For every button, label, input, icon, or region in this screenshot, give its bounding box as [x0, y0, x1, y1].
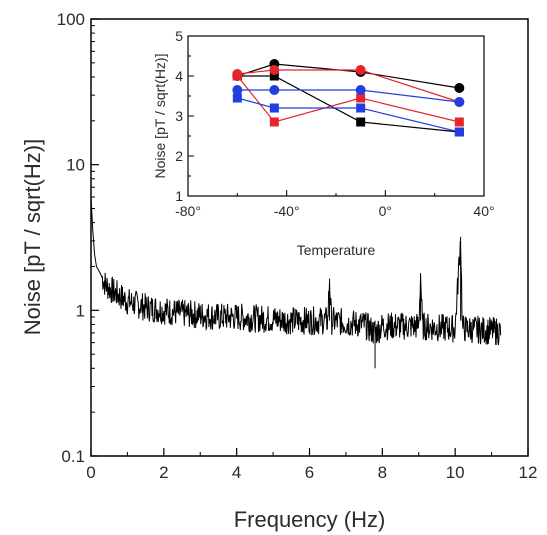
- inset-series-line-4: [237, 89, 460, 103]
- inset-marker-square: [269, 103, 279, 113]
- main-noise-trace: [90, 196, 502, 369]
- inset-x-tick-label: -80°: [175, 203, 201, 219]
- inset-y-tick-label: 2: [175, 148, 183, 164]
- inset-marker-square: [269, 117, 279, 127]
- inset-marker-square: [232, 93, 242, 103]
- inset-series-line-2: [237, 69, 460, 103]
- inset-x-tick-label: 40°: [473, 203, 494, 219]
- inset-series-line-1: [237, 75, 460, 133]
- inset-marker-square: [232, 71, 242, 81]
- inset-marker-circle: [269, 65, 280, 75]
- main-x-tick-label: 6: [305, 463, 314, 482]
- inset-series-line-3: [236, 75, 460, 123]
- inset-marker-square: [454, 127, 464, 137]
- inset-series-line-0: [237, 63, 460, 89]
- inset-y-tick-label: 4: [175, 68, 183, 84]
- inset-y-tick-label: 5: [175, 28, 183, 44]
- inset-marker-square: [356, 93, 366, 103]
- inset-marker-square: [269, 71, 279, 81]
- main-x-tick-label: 10: [446, 463, 465, 482]
- main-y-tick-label: 0.1: [61, 447, 85, 466]
- inset-y-tick-label: 1: [175, 188, 183, 204]
- main-x-tick-label: 2: [159, 463, 168, 482]
- inset-marker-circle: [454, 97, 465, 107]
- inset-y-axis-label: Noise [pT / sqrt(Hz)]: [152, 54, 168, 179]
- inset-background: [171, 33, 486, 205]
- inset-chart: -80° -40° 0° 40° 1 2 3 4 5 Temperature Noise [p…: [152, 28, 495, 258]
- inset-y-tick-label: 3: [175, 108, 183, 124]
- inset-series-line-5: [237, 97, 460, 133]
- inset-x-tick-label: 0°: [379, 203, 392, 219]
- main-x-axis-label: Frequency (Hz): [234, 507, 386, 532]
- main-y-axis-label: Noise [pT / sqrt(Hz)]: [20, 139, 45, 335]
- main-x-tick-label: 0: [86, 463, 95, 482]
- inset-marker-circle: [269, 85, 280, 95]
- inset-marker-square: [356, 103, 366, 113]
- main-y-tick-label: 10: [66, 156, 85, 175]
- main-y-tick-label: 100: [57, 10, 85, 29]
- inset-x-tick-label: -40°: [274, 203, 300, 219]
- main-x-tick-label: 4: [232, 463, 241, 482]
- inset-marker-circle: [232, 85, 243, 95]
- main-x-tick-label: 8: [378, 463, 387, 482]
- inset-marker-square: [356, 117, 366, 127]
- inset-x-axis-label: Temperature: [297, 242, 376, 258]
- inset-marker-circle: [355, 85, 366, 95]
- inset-marker-square: [454, 117, 464, 127]
- main-x-tick-label: 12: [519, 463, 538, 482]
- main-y-tick-label: 1: [76, 301, 85, 320]
- inset-marker-circle: [355, 65, 366, 75]
- inset-marker-circle: [454, 83, 465, 93]
